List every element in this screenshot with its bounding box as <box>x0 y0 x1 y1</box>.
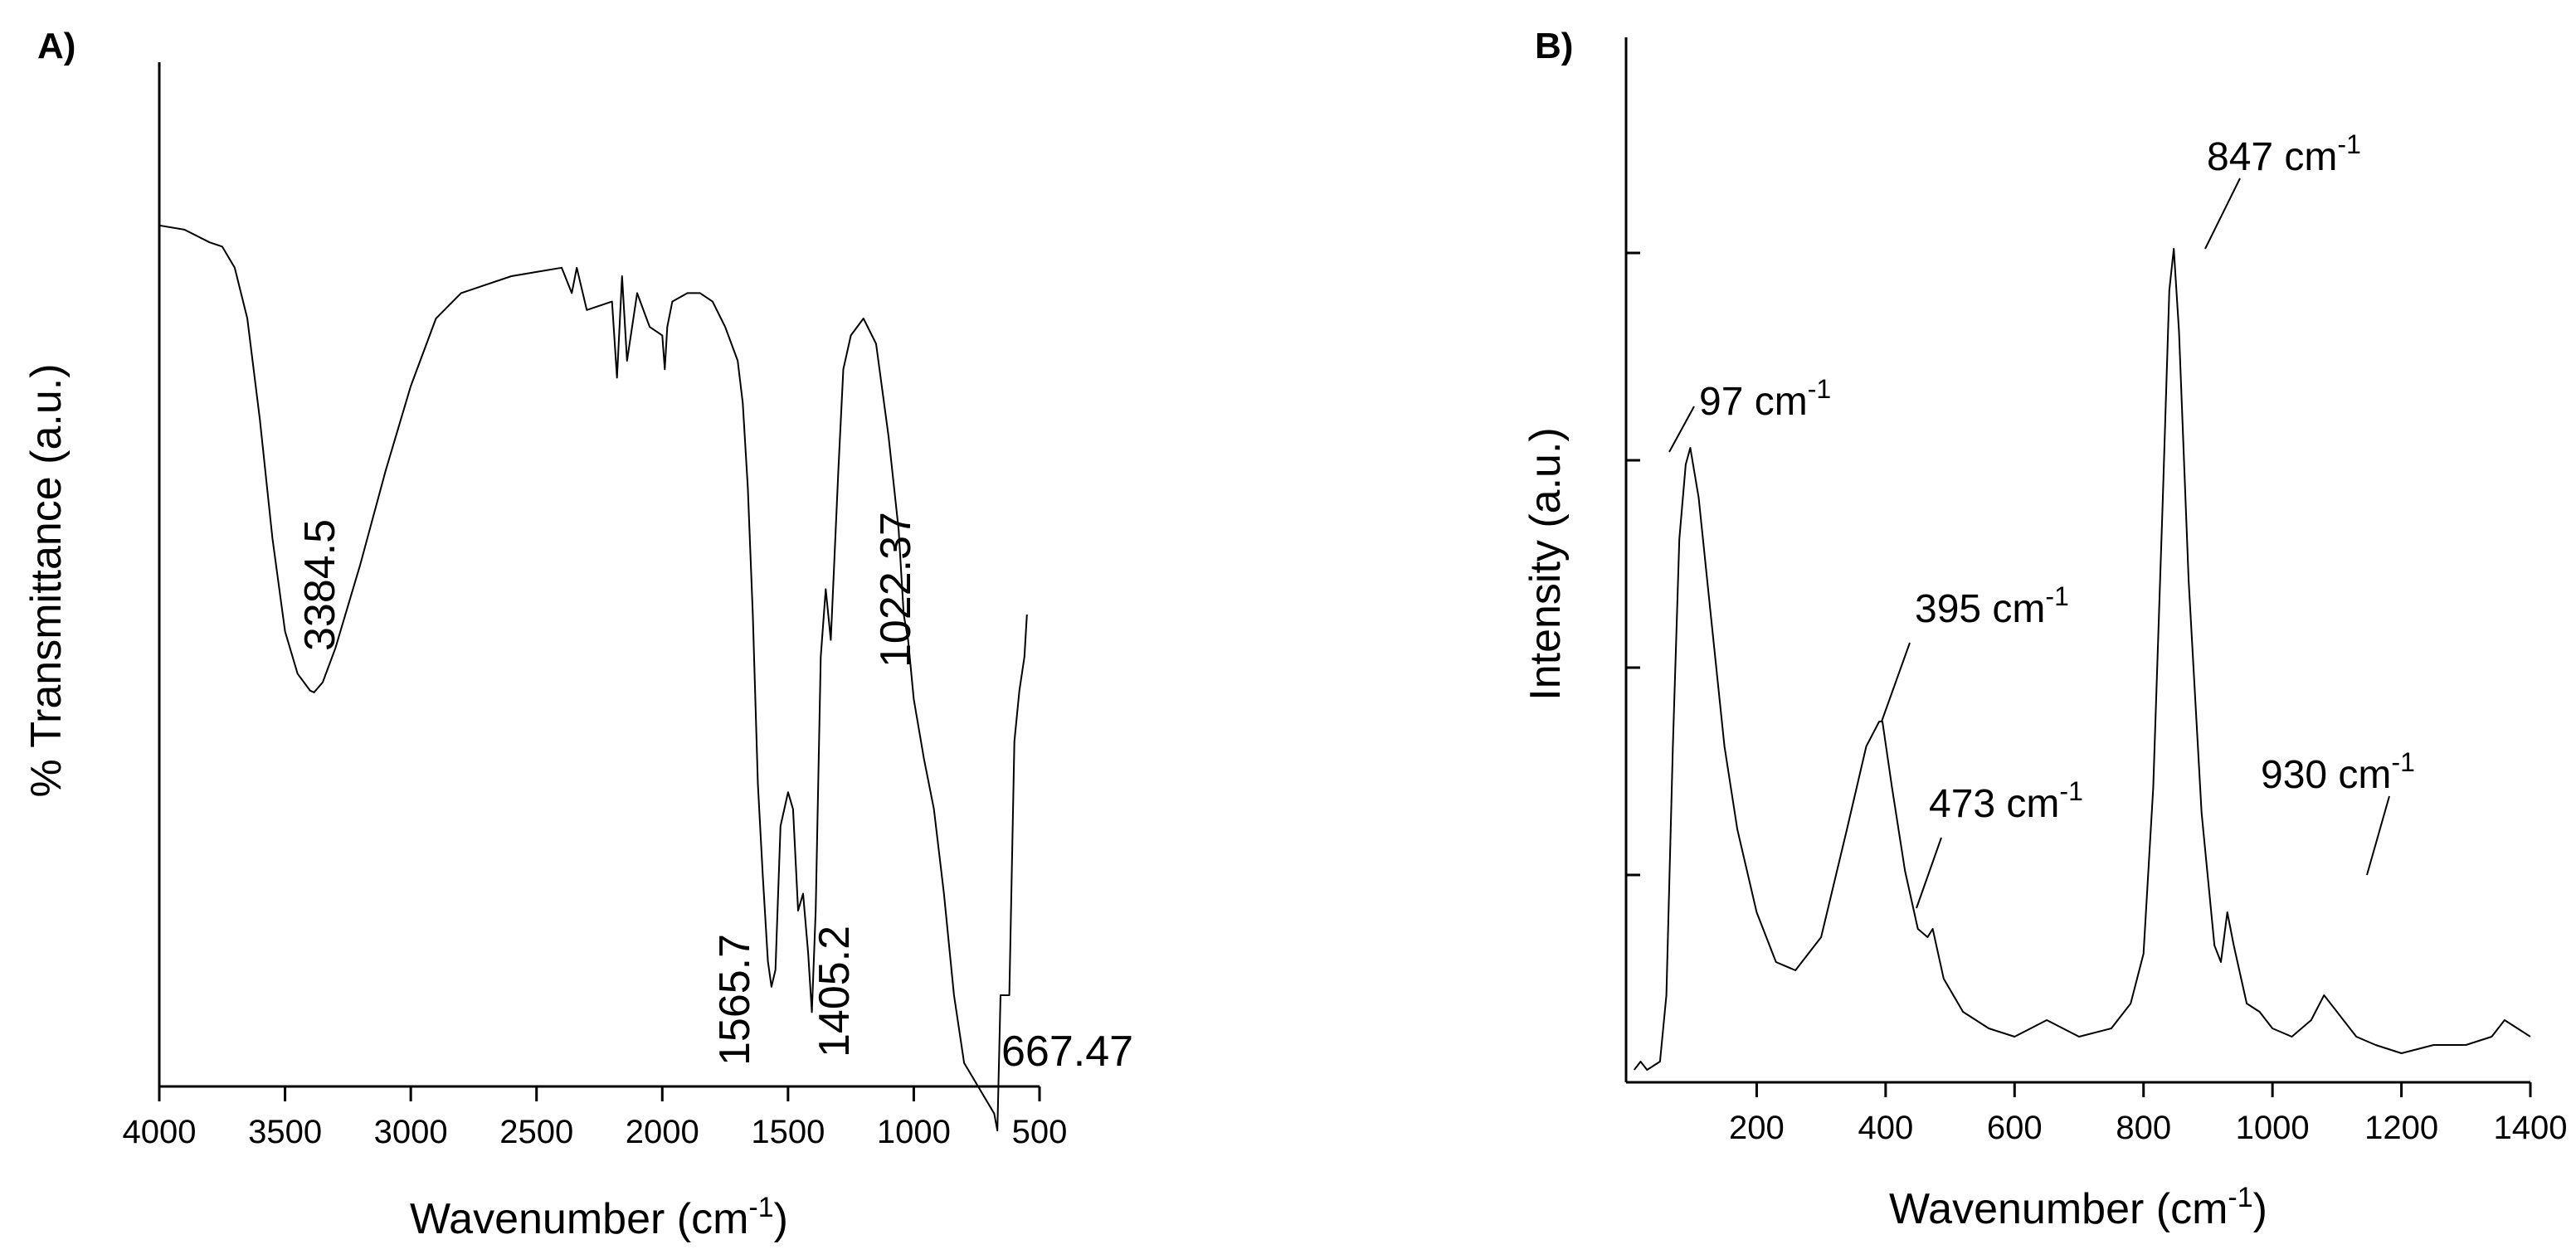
panel-b-peak-473: 473 cm-1 <box>1929 776 2083 826</box>
panel-a-y-axis-title: % Transmittance (a.u.) <box>22 363 71 797</box>
panel-b-x-tick-label: 1000 <box>2236 1110 2310 1146</box>
panel-b-x-tick-label: 1200 <box>2364 1110 2438 1146</box>
panel-b-x-ticks: 200 400 600 800 1000 1200 1400 <box>1729 1082 2567 1146</box>
panel-b-x-tick-label: 200 <box>1729 1110 1785 1146</box>
panel-b-x-tick-label: 600 <box>1987 1110 2043 1146</box>
panel-b-y-axis-title: Intensity (a.u.) <box>1522 427 1570 700</box>
panel-b-peak-473-sup: -1 <box>2059 776 2082 806</box>
panel-a-peak-1565: 1565.7 <box>711 934 759 1066</box>
panel-b-peak-930: 930 cm-1 <box>2261 747 2415 797</box>
panel-b-x-tick-label: 400 <box>1858 1110 1913 1146</box>
panel-b-peak-930-text: 930 cm <box>2261 753 2391 797</box>
panel-a-x-axis-title: Wavenumber (cm-1) <box>410 1192 788 1243</box>
panel-a-x-title-end: ) <box>774 1195 788 1243</box>
panel-a-x-tick-label: 1500 <box>751 1114 825 1150</box>
panel-a-peak-667: 667.47 <box>1001 1028 1133 1076</box>
panel-b-peak-930-sup: -1 <box>2391 747 2414 777</box>
panel-a-peak-3384: 3384.5 <box>296 519 344 651</box>
panel-b: B) 200 400 600 800 1000 1200 1400 97 cm-1 395 … <box>1522 26 2567 1233</box>
panel-b-peak-847-sup: -1 <box>2337 129 2360 159</box>
panel-a-peak-1022: 1022.37 <box>872 512 920 668</box>
panel-b-leader-847 <box>2204 177 2241 250</box>
panel-b-x-title-main: Wavenumber (cm <box>1889 1185 2228 1233</box>
panel-a-peak-1405: 1405.2 <box>811 926 859 1057</box>
panel-b-peak-395: 395 cm-1 <box>1915 581 2069 631</box>
panel-b-x-axis-title: Wavenumber (cm-1) <box>1889 1182 2267 1233</box>
panel-b-leader-97 <box>1668 406 1695 453</box>
panel-a-x-tick-label: 500 <box>1012 1114 1068 1150</box>
panel-a-x-tick-label: 1000 <box>877 1114 951 1150</box>
panel-a-x-title-main: Wavenumber (cm <box>410 1195 748 1243</box>
panel-b-peak-395-text: 395 cm <box>1915 587 2045 631</box>
panel-a-x-title-sup: -1 <box>748 1192 773 1223</box>
panel-b-leader-473 <box>1916 837 1942 909</box>
panel-a: A) 4000 3500 3000 2500 2000 1500 1000 500 3384.… <box>22 26 1133 1243</box>
panel-b-x-tick-label: 800 <box>2116 1110 2171 1146</box>
panel-b-peak-97: 97 cm-1 <box>1699 374 1831 424</box>
panel-a-x-tick-label: 2000 <box>626 1114 699 1150</box>
panel-b-peak-847-text: 847 cm <box>2207 135 2337 179</box>
panel-a-spectrum-line <box>158 224 1028 1132</box>
panel-a-label: A) <box>37 26 75 66</box>
panel-b-leader-930 <box>2366 795 2390 876</box>
panel-a-x-tick-label: 3000 <box>374 1114 448 1150</box>
panel-a-x-tick-label: 3500 <box>248 1114 322 1150</box>
panel-b-peak-473-text: 473 cm <box>1929 782 2059 826</box>
panel-b-x-title-sup: -1 <box>2228 1182 2252 1213</box>
panel-b-x-tick-label: 1400 <box>2494 1110 2568 1146</box>
panel-b-label: B) <box>1535 26 1573 66</box>
panel-b-spectrum-line <box>1634 248 2531 1071</box>
panel-a-x-tick-label: 2500 <box>499 1114 573 1150</box>
panel-b-peak-97-text: 97 cm <box>1699 380 1808 424</box>
panel-b-peak-97-sup: -1 <box>1808 374 1831 404</box>
panel-a-x-tick-label: 4000 <box>123 1114 197 1150</box>
panel-b-peak-395-sup: -1 <box>2045 581 2068 611</box>
panel-b-peak-847: 847 cm-1 <box>2207 129 2361 179</box>
panel-b-leader-395 <box>1881 642 1911 722</box>
panel-b-x-title-end: ) <box>2253 1185 2267 1233</box>
panel-a-x-ticks: 4000 3500 3000 2500 2000 1500 1000 500 <box>123 1086 1068 1150</box>
